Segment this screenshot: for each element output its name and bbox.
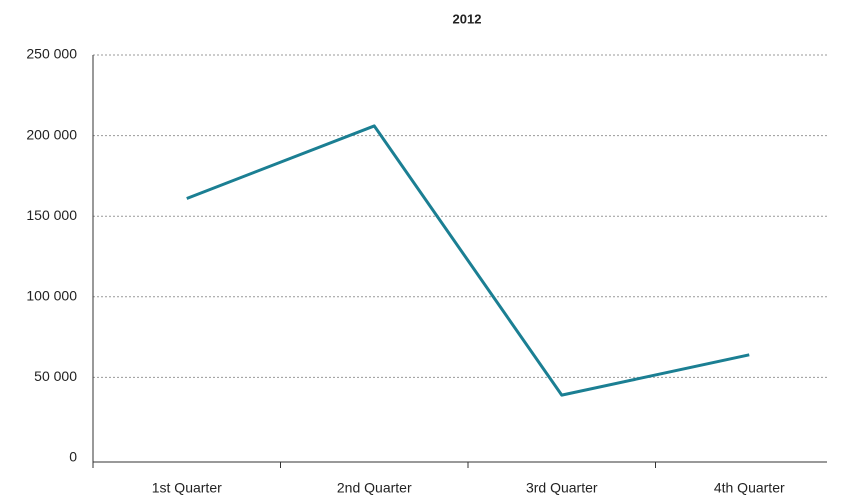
x-tick-label: 3rd Quarter [526,480,598,496]
y-tick-label: 250 000 [26,46,77,62]
data-line [186,124,750,397]
y-tick-label: 200 000 [26,126,77,142]
x-tick-label: 1st Quarter [152,480,222,496]
chart-title: 2012 [453,11,482,26]
x-tick-label: 4th Quarter [714,480,785,496]
y-tick-label: 50 000 [34,368,77,384]
x-tick-label: 2nd Quarter [337,480,412,496]
y-tick-label: 100 000 [26,288,77,304]
y-tick-label: 150 000 [26,207,77,223]
y-tick-label: 0 [69,449,77,465]
